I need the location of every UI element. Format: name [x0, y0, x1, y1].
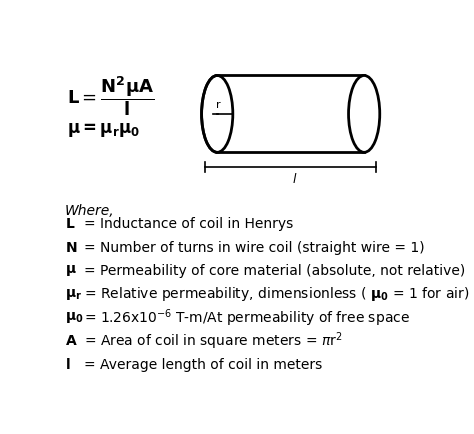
- Text: $\mathbf{\mu_0}$: $\mathbf{\mu_0}$: [65, 310, 83, 325]
- Text: $\mathbf{L}$: $\mathbf{L}$: [65, 217, 75, 231]
- Text: $\mathbf{\mu_r}$: $\mathbf{\mu_r}$: [65, 287, 82, 302]
- Text: $\mathbf{l}$: $\mathbf{l}$: [65, 357, 70, 372]
- Ellipse shape: [348, 76, 380, 152]
- Text: $\mathbf{L} = \dfrac{\mathbf{N^2\mu A}}{\mathbf{l}}$: $\mathbf{L} = \dfrac{\mathbf{N^2\mu A}}{…: [66, 74, 154, 118]
- Text: l: l: [292, 174, 296, 186]
- Text: $\mathbf{\mu = \mu_r\mu_0}$: $\mathbf{\mu = \mu_r\mu_0}$: [66, 121, 140, 138]
- Text: $\mathbf{\mu}$: $\mathbf{\mu}$: [65, 263, 76, 279]
- Text: $\mathbf{A}$: $\mathbf{A}$: [65, 334, 77, 348]
- Text: = 1.26x10$^{-6}$ T-m/At permeability of free space: = 1.26x10$^{-6}$ T-m/At permeability of …: [84, 307, 410, 329]
- Ellipse shape: [348, 76, 380, 152]
- Text: = Permeability of core material (absolute, not relative): = Permeability of core material (absolut…: [84, 264, 465, 278]
- Text: r: r: [216, 100, 220, 110]
- Text: = Number of turns in wire coil (straight wire = 1): = Number of turns in wire coil (straight…: [84, 240, 425, 255]
- Text: = Relative permeability, dimensionless ( $\mathbf{\mu_0}$ = 1 for air): = Relative permeability, dimensionless (…: [84, 286, 470, 303]
- Bar: [217, 72, 383, 156]
- Text: $\mathbf{N}$: $\mathbf{N}$: [65, 240, 77, 255]
- Text: = Inductance of coil in Henrys: = Inductance of coil in Henrys: [84, 217, 293, 231]
- Text: = Average length of coil in meters: = Average length of coil in meters: [84, 358, 322, 372]
- Ellipse shape: [201, 76, 233, 152]
- Text: = Area of coil in square meters = $\pi$r$^2$: = Area of coil in square meters = $\pi$r…: [84, 330, 343, 352]
- Text: Where,: Where,: [65, 204, 114, 218]
